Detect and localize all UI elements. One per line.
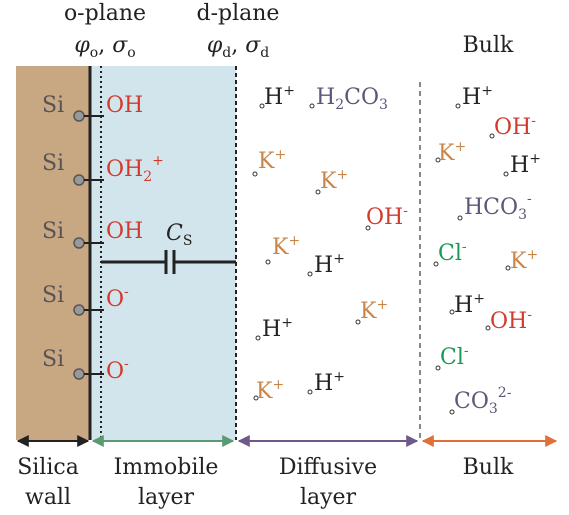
o-plane-symbols: φo, σo xyxy=(74,33,135,61)
svg-text:H+: H+ xyxy=(314,369,345,396)
svg-text:Cl-: Cl- xyxy=(440,343,469,370)
ion: CO32- xyxy=(449,385,512,417)
svg-text:H2CO3: H2CO3 xyxy=(316,85,388,113)
svg-text:O-: O- xyxy=(106,284,129,312)
ion: H+ xyxy=(449,291,485,318)
ion: HCO3- xyxy=(457,191,532,223)
svg-text:K+: K+ xyxy=(438,139,466,166)
diffusive-layer-label-line1: Diffusive xyxy=(279,455,377,480)
svg-text:Si: Si xyxy=(42,283,64,308)
svg-text:O-: O- xyxy=(106,356,129,384)
svg-text:H+: H+ xyxy=(314,251,345,278)
ion: Cl- xyxy=(435,343,469,371)
ion: H+ xyxy=(455,83,493,110)
ion: OH- xyxy=(365,203,408,231)
capacitor-symbol xyxy=(101,250,236,274)
svg-text:Si: Si xyxy=(42,347,64,372)
ion: H+ xyxy=(307,251,345,278)
ion: K+ xyxy=(253,377,284,404)
svg-text:Si: Si xyxy=(42,151,64,176)
d-plane-label: d-plane xyxy=(197,1,280,26)
svg-text:Si: Si xyxy=(42,93,64,118)
surface-site: Si OH xyxy=(42,219,143,249)
surface-site: Si O- xyxy=(42,347,129,384)
svg-text:H+: H+ xyxy=(454,291,485,318)
carbonic-acid: H2CO3 xyxy=(309,85,388,113)
ion: K+ xyxy=(252,147,286,177)
svg-text:OH-: OH- xyxy=(366,203,408,230)
svg-text:H+: H+ xyxy=(264,83,295,110)
bulk-label: Bulk xyxy=(463,455,514,480)
svg-text:K+: K+ xyxy=(360,297,388,324)
silica-wall-label-line1: Silica xyxy=(17,455,79,480)
svg-text:K+: K+ xyxy=(510,247,538,274)
svg-text:Cl-: Cl- xyxy=(438,239,467,266)
capacitor-label: CS xyxy=(166,221,192,249)
bulk-header-label: Bulk xyxy=(463,33,514,58)
svg-text:OH2+: OH2+ xyxy=(106,153,164,185)
ion: K+ xyxy=(265,233,300,265)
ion: Cl- xyxy=(433,239,467,267)
svg-text:H+: H+ xyxy=(510,151,541,178)
ion: K+ xyxy=(355,297,388,325)
svg-text:K+: K+ xyxy=(272,233,300,260)
surface-site: Si OH xyxy=(42,93,143,122)
svg-text:K+: K+ xyxy=(258,147,286,174)
svg-text:OH: OH xyxy=(106,219,143,244)
ion: K+ xyxy=(435,139,466,166)
immobile-layer-label-line2: layer xyxy=(138,485,195,510)
svg-text:K+: K+ xyxy=(256,377,284,404)
svg-text:OH-: OH- xyxy=(490,307,532,334)
ion: H+ xyxy=(503,151,541,178)
svg-text:K+: K+ xyxy=(320,167,348,194)
o-plane-label: o-plane xyxy=(64,1,146,26)
silica-wall-region xyxy=(16,66,90,440)
diffusive-layer-label-line2: layer xyxy=(300,485,357,510)
svg-text:H+: H+ xyxy=(262,315,293,342)
ion: H+ xyxy=(255,315,293,342)
svg-text:OH: OH xyxy=(106,93,143,118)
surface-site: Si O- xyxy=(42,283,129,316)
svg-text:OH-: OH- xyxy=(494,113,536,140)
ion: OH- xyxy=(485,307,532,334)
immobile-layer-region xyxy=(90,66,236,440)
svg-text:CO32-: CO32- xyxy=(454,385,512,417)
ion: K+ xyxy=(315,167,348,195)
surface-site: Si OH2+ xyxy=(42,151,164,186)
ion: K+ xyxy=(505,247,538,274)
ion: H+ xyxy=(259,83,295,110)
ion: H+ xyxy=(307,369,345,396)
svg-text:Si: Si xyxy=(42,219,64,244)
immobile-layer-label-line1: Immobile xyxy=(114,455,219,480)
silica-wall-label-line2: wall xyxy=(25,485,71,510)
d-plane-symbols: φd, σd xyxy=(207,33,269,61)
ion: OH- xyxy=(489,113,536,140)
svg-text:H+: H+ xyxy=(462,83,493,110)
svg-text:HCO3-: HCO3- xyxy=(464,191,532,223)
